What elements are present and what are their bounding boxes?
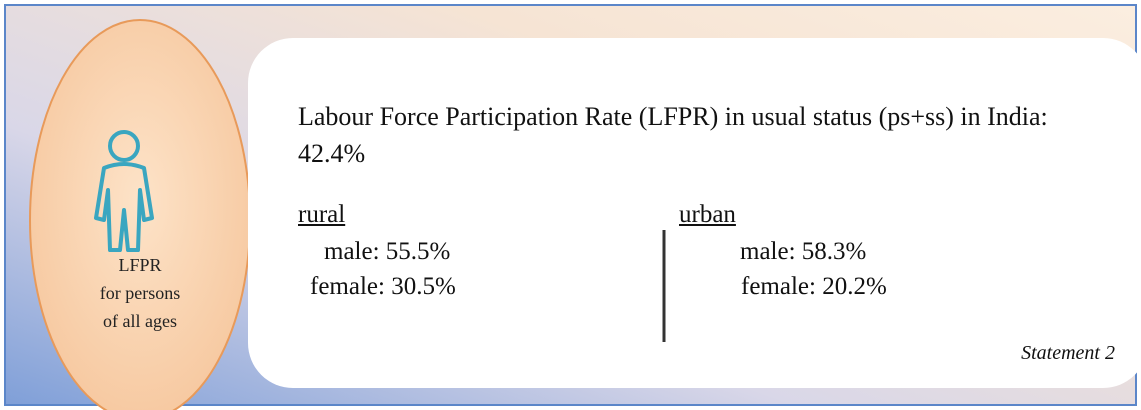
statement: Labour Force Participation Rate (LFPR) i… (298, 102, 1048, 168)
stat: male: 58.3% (740, 238, 867, 265)
panel (248, 38, 1141, 388)
caption: Statement 2 (1021, 342, 1115, 364)
section-heading: rural (298, 201, 346, 228)
person-icon (94, 130, 154, 252)
section-heading: urban (679, 201, 736, 228)
badge-line: LFPR (118, 255, 162, 275)
stat: female: 30.5% (310, 273, 456, 300)
badge-line: for persons (99, 283, 181, 303)
stat: female: 20.2% (741, 273, 887, 300)
badge-line: of all ages (103, 311, 177, 331)
stat: male: 55.5% (324, 238, 451, 265)
